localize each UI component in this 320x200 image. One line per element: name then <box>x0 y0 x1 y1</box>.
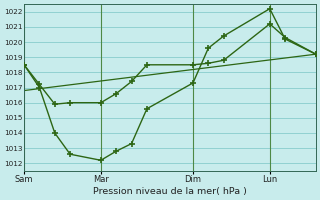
X-axis label: Pression niveau de la mer( hPa ): Pression niveau de la mer( hPa ) <box>93 187 247 196</box>
